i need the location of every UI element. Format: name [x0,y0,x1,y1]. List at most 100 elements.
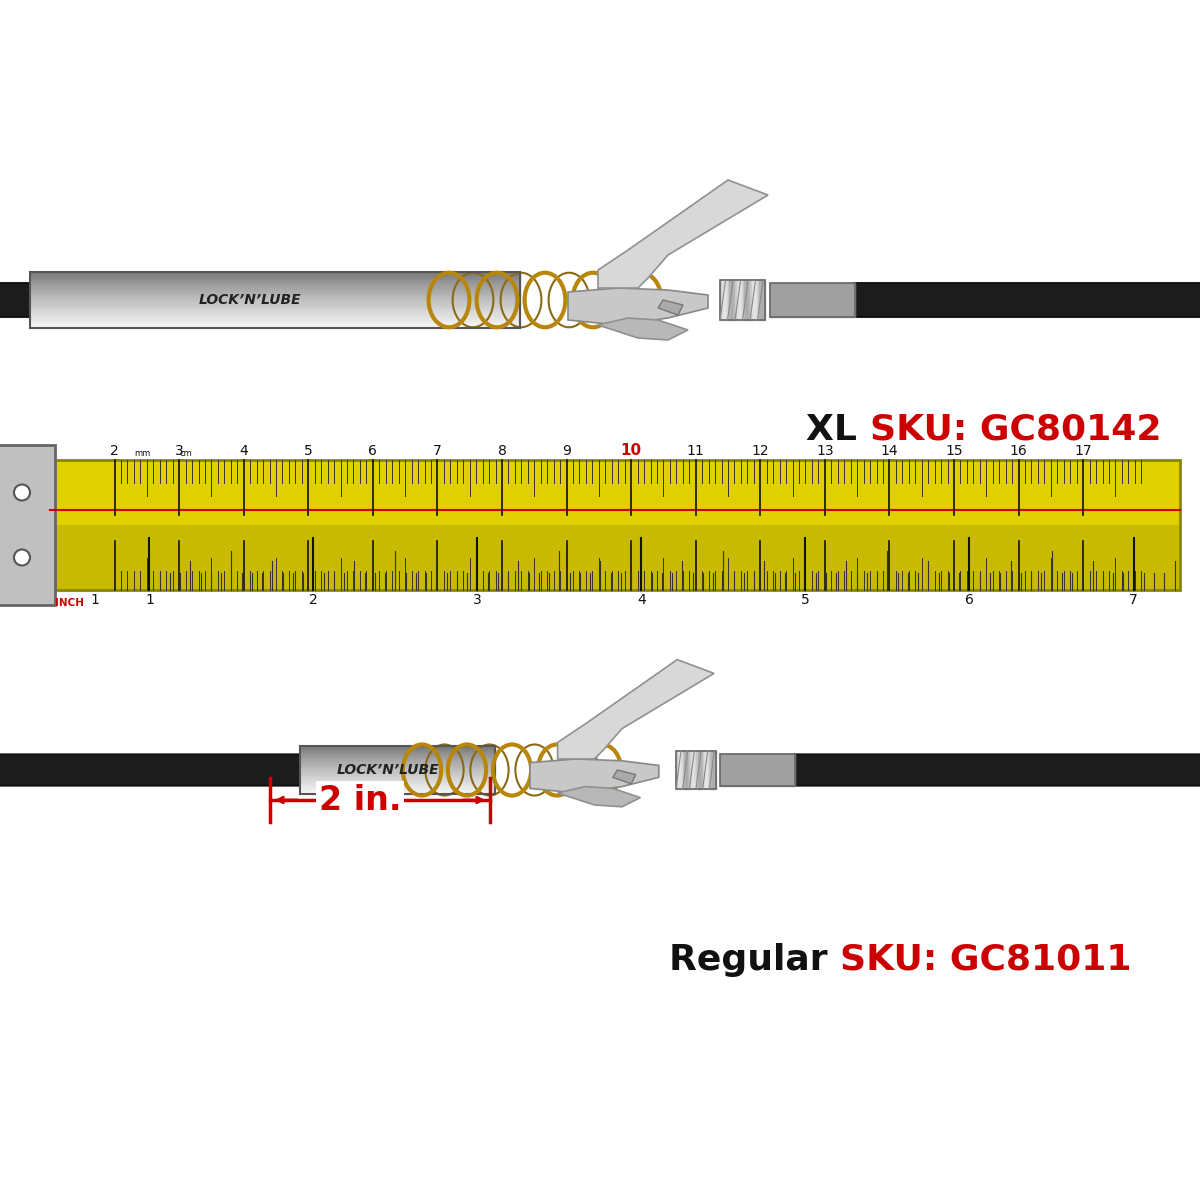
Bar [30,293,520,294]
Bar [300,752,496,754]
Bar [30,324,520,326]
Bar [30,311,520,313]
Bar [841,283,848,317]
Bar [300,767,496,768]
Bar [746,280,748,320]
Text: LOCK’N’LUBE: LOCK’N’LUBE [336,763,439,778]
Bar [30,272,520,274]
Bar [827,283,834,317]
Bar [720,754,796,786]
Bar [713,751,714,790]
Text: 15: 15 [946,444,962,458]
Bar [676,751,678,790]
Bar [30,290,520,293]
Bar [770,754,776,786]
Bar [686,751,688,790]
Bar [30,298,520,300]
Text: 5: 5 [802,593,810,607]
Bar [300,791,496,792]
Bar [30,302,520,304]
Bar [30,300,520,302]
Bar [30,274,520,276]
Bar [30,281,520,283]
Bar [788,754,796,786]
Bar [722,280,724,320]
Text: 7: 7 [433,444,442,458]
Bar [300,758,496,761]
Bar [30,286,520,287]
Bar [720,280,766,320]
Text: INCH: INCH [55,598,84,608]
Bar [679,751,682,790]
Bar [688,751,689,790]
Polygon shape [658,300,683,314]
Bar [706,751,708,790]
Bar [30,294,520,296]
Text: Regular: Regular [668,943,840,977]
Bar [300,772,496,773]
Bar [300,748,496,749]
Bar [300,787,496,790]
Text: 7: 7 [1129,593,1138,607]
Bar [30,280,520,281]
Bar [300,773,496,775]
Bar [734,280,737,320]
Bar [678,751,679,790]
Bar [300,768,496,770]
Bar [300,792,496,794]
Circle shape [14,550,30,565]
Bar [30,313,520,314]
Bar [776,754,782,786]
Polygon shape [598,180,768,288]
Text: 1: 1 [145,593,154,607]
Text: 4: 4 [239,444,248,458]
Bar [791,283,798,317]
Bar [30,317,520,319]
Bar [695,751,696,790]
Text: 2 in.: 2 in. [319,784,401,816]
Bar [682,751,683,790]
Bar [748,280,750,320]
Bar [743,280,744,320]
Bar [300,746,496,794]
Text: 6: 6 [965,593,974,607]
Bar [300,754,496,756]
Bar [30,314,520,317]
Bar [30,320,520,323]
Bar [50,460,1180,526]
Bar [731,280,733,320]
Bar [30,287,520,289]
Bar [30,306,520,307]
Bar [300,770,496,772]
Text: 1: 1 [91,593,100,607]
Bar [30,277,520,280]
Bar [812,283,820,317]
Bar [30,326,520,328]
Bar [300,766,496,767]
Bar [733,280,734,320]
Bar [696,751,697,790]
Text: 10: 10 [620,443,642,458]
Bar [701,751,703,790]
Text: 6: 6 [368,444,377,458]
Bar [730,280,731,320]
Bar [727,280,730,320]
Bar [689,751,691,790]
Bar [770,283,778,317]
Bar [300,776,496,778]
Bar [778,283,784,317]
Bar [724,280,726,320]
Bar [30,289,520,290]
Bar [30,310,520,311]
Bar [300,749,496,751]
Bar [752,280,754,320]
Bar [709,751,710,790]
Bar [710,751,713,790]
Polygon shape [558,786,641,806]
Bar [740,280,743,320]
Text: 8: 8 [498,444,506,458]
Text: 14: 14 [881,444,899,458]
Bar [30,283,520,286]
Bar [756,280,757,320]
Bar [300,781,496,782]
